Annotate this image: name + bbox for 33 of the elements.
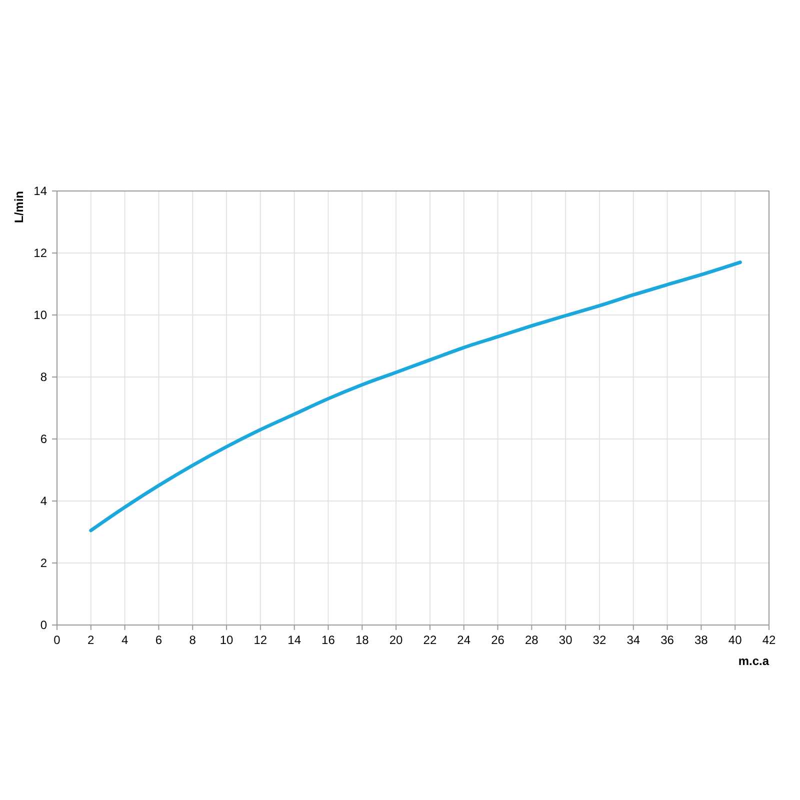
- y-tick-label: 2: [40, 556, 48, 570]
- x-tick-label: 14: [288, 633, 302, 647]
- x-tick-label: 4: [121, 633, 128, 647]
- y-tick-label: 6: [40, 432, 48, 446]
- y-axis-title: L/min: [12, 191, 26, 223]
- y-tick-label: 8: [40, 370, 48, 384]
- line-series: [89, 260, 742, 532]
- x-tick-label: 30: [558, 633, 573, 647]
- y-tick-label: 0: [40, 618, 48, 632]
- x-axis-title: m.c.a: [738, 654, 770, 668]
- y-tick-label: 10: [34, 308, 48, 322]
- x-tick-label: 20: [389, 633, 404, 647]
- x-tick-label: 8: [189, 633, 196, 647]
- x-tick-label: 36: [660, 633, 674, 647]
- x-tick-label: 12: [254, 633, 268, 647]
- x-tick-label: 34: [626, 633, 640, 647]
- x-tick-label: 2: [88, 633, 95, 647]
- x-tick-label: 22: [423, 633, 437, 647]
- x-tick-label: 28: [524, 633, 539, 647]
- y-tick-label: 4: [40, 494, 48, 508]
- y-tick-label: 12: [34, 246, 48, 260]
- x-tick-label: 40: [728, 633, 742, 647]
- x-tick-label: 10: [220, 633, 234, 647]
- x-tick-label: 42: [762, 633, 776, 647]
- x-tick-label: 18: [355, 633, 370, 647]
- y-tick-label: 14: [34, 184, 48, 198]
- x-tick-label: 16: [322, 633, 336, 647]
- x-tick-label: 38: [694, 633, 708, 647]
- x-tick-label: 32: [592, 633, 606, 647]
- x-tick-label: 6: [155, 633, 162, 647]
- x-tick-label: 26: [491, 633, 505, 647]
- x-tick-label: 0: [54, 633, 61, 647]
- x-tick-label: 24: [457, 633, 471, 647]
